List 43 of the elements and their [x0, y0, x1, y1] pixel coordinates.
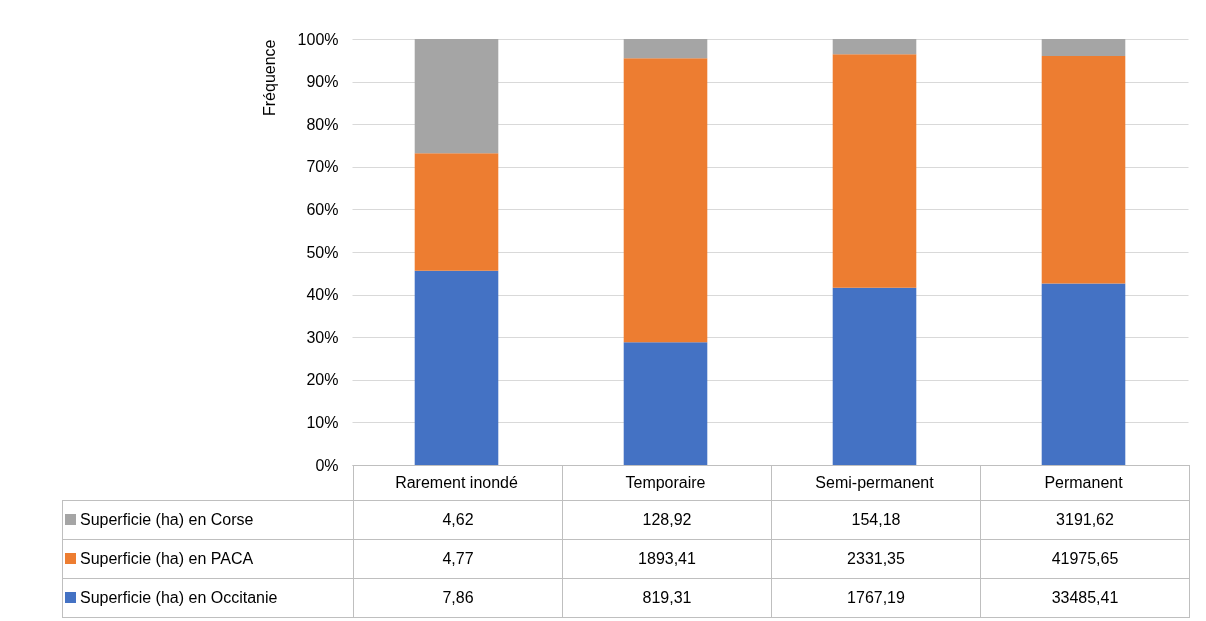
- y-tick-label: 60%: [306, 200, 339, 218]
- y-tick-label: 100%: [297, 30, 339, 48]
- text: 3191,62: [980, 500, 1190, 540]
- x-tick-label: Permanent: [1044, 473, 1124, 491]
- x-tick-label: Rarement inondé: [395, 473, 518, 491]
- bar: [623, 342, 708, 465]
- bar: [414, 153, 499, 271]
- legend-label: Superficie (ha) en Occitanie: [62, 578, 354, 618]
- text: 128,92: [562, 500, 772, 540]
- y-tick-label: 90%: [306, 73, 339, 91]
- y-tick-label: 20%: [306, 371, 339, 389]
- bar: [1041, 39, 1126, 57]
- text: 41975,65: [980, 539, 1190, 579]
- y-tick-label: 50%: [306, 243, 339, 261]
- bar: [832, 39, 917, 55]
- text: 7,86: [353, 578, 563, 618]
- bar: [623, 39, 708, 59]
- text: 1767,19: [771, 578, 981, 618]
- bar: [414, 270, 499, 465]
- text: 819,31: [562, 578, 772, 618]
- y-tick-label: 80%: [306, 115, 339, 133]
- y-axis-title: Fréquence: [260, 39, 278, 116]
- text: 154,18: [771, 500, 981, 540]
- bar: [832, 287, 917, 465]
- legend-label: Superficie (ha) en PACA: [62, 539, 354, 579]
- bar: [1041, 283, 1126, 465]
- bar: [623, 58, 708, 343]
- text: 33485,41: [980, 578, 1190, 618]
- y-tick-label: 10%: [306, 413, 339, 431]
- text: 4,62: [353, 500, 563, 540]
- bar: [1041, 56, 1126, 284]
- legend-label: Superficie (ha) en Corse: [62, 500, 354, 540]
- x-tick-label: Temporaire: [625, 473, 706, 491]
- y-tick-label: 0%: [315, 456, 339, 474]
- text: 4,77: [353, 539, 563, 579]
- y-tick-label: 40%: [306, 286, 339, 304]
- bar: [414, 39, 499, 154]
- x-tick-label: Semi-permanent: [815, 473, 935, 491]
- text: 2331,35: [771, 539, 981, 579]
- y-tick-label: 70%: [306, 158, 339, 176]
- bar: [832, 54, 917, 288]
- y-tick-label: 30%: [306, 328, 339, 346]
- text: 1893,41: [562, 539, 772, 579]
